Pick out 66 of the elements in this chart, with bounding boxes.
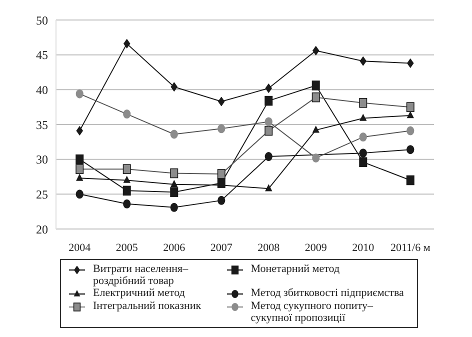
point (360, 114, 367, 121)
y-tick-label: 25 (36, 187, 48, 202)
point (76, 126, 84, 136)
point (359, 148, 367, 158)
point (76, 190, 84, 199)
point (122, 164, 131, 174)
point (359, 157, 368, 168)
point (264, 126, 273, 136)
point (360, 56, 367, 66)
point (170, 130, 178, 139)
point (406, 102, 414, 112)
point (264, 152, 272, 162)
legend-label: Метод сукупного попиту–сукупної пропозиції (250, 300, 374, 324)
point (265, 84, 272, 94)
y-tick-label: 45 (36, 48, 48, 62)
point (123, 110, 131, 119)
point (312, 153, 320, 162)
point (265, 184, 272, 192)
point (170, 168, 178, 178)
legend-label: Монетарний метод (250, 263, 340, 275)
point (170, 180, 178, 188)
point (123, 176, 130, 183)
x-tick-label: 2004 (68, 242, 92, 254)
point (359, 132, 367, 142)
y-tick-label: 50 (36, 13, 48, 28)
legend-label: Інтегральний показник (93, 300, 202, 312)
point (264, 96, 273, 106)
x-tick-label: 2005 (116, 242, 138, 254)
point (312, 80, 320, 90)
point (76, 164, 84, 174)
point (406, 110, 414, 118)
x-tick-label: 2006 (163, 242, 186, 254)
point (76, 154, 84, 164)
point (76, 89, 84, 98)
point (218, 196, 226, 205)
y-tick-label: 40 (36, 82, 48, 97)
point (406, 126, 414, 136)
legend-label: Метод збитковості підприємства (250, 287, 404, 299)
y-tick-label: 30 (36, 152, 48, 167)
legend-label: Електричний метод (93, 287, 185, 299)
point (170, 82, 178, 92)
point (218, 124, 226, 134)
x-tick-label: 2007 (210, 242, 233, 254)
point (312, 92, 320, 102)
point (123, 199, 131, 208)
point (170, 187, 178, 197)
y-tick-label: 35 (36, 118, 48, 132)
point (359, 98, 368, 108)
point (122, 186, 131, 196)
legend-label: Витрати населення–роздрібний товар (93, 263, 190, 287)
point (312, 126, 320, 133)
point (406, 145, 414, 154)
x-tick-label: 2008 (258, 242, 280, 254)
x-tick-label: 2010 (352, 242, 375, 254)
point (76, 174, 84, 181)
point (264, 117, 272, 126)
x-tick-label: 2009 (304, 242, 328, 254)
point (123, 38, 130, 48)
y-tick-label: 20 (36, 222, 48, 236)
point (312, 46, 320, 56)
point (406, 175, 414, 186)
point (218, 96, 225, 106)
x-tick-label: 2011/6 м (390, 242, 430, 254)
point (217, 169, 226, 179)
point (406, 58, 414, 68)
point (170, 202, 178, 212)
